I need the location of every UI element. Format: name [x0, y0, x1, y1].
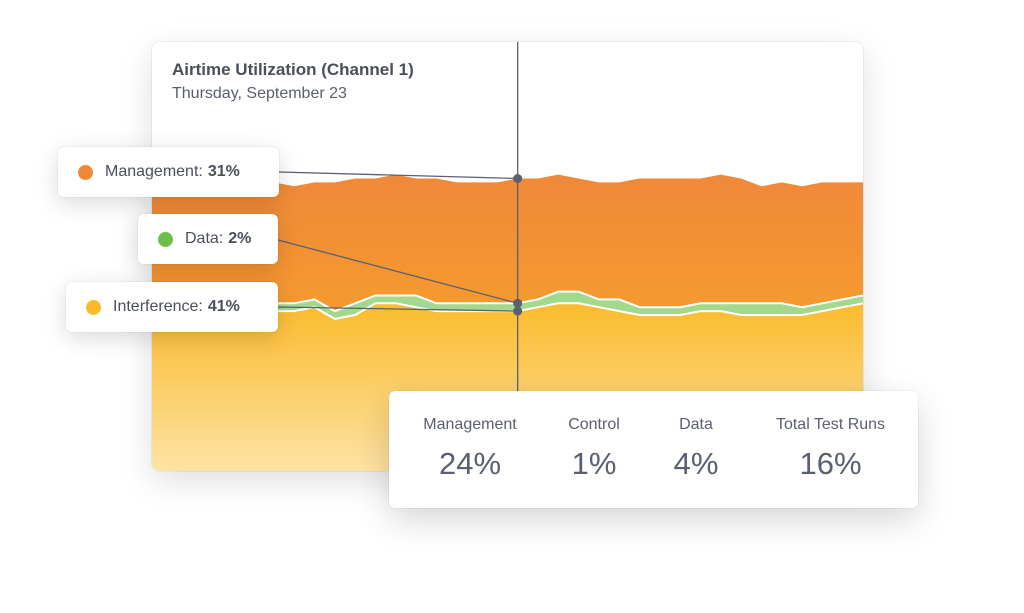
- data-dot-icon: [158, 231, 173, 247]
- summary-total-test-runs-label: Total Test Runs: [775, 416, 886, 433]
- summary-data-label: Data: [679, 416, 713, 433]
- tooltip-interference-value: 41%: [207, 298, 240, 315]
- summary-management-label: Management: [423, 416, 517, 433]
- tooltip-data-value: 2%: [228, 230, 252, 247]
- tooltip-management-label: Management:: [105, 163, 203, 180]
- summary-total-test-runs-value: 16%: [799, 446, 862, 481]
- management-dot-icon: [78, 164, 93, 180]
- tooltip-management-value: 31%: [207, 163, 240, 180]
- tooltip-interference-label: Interference:: [113, 298, 203, 315]
- chart-title: Airtime Utilization (Channel 1): [172, 60, 414, 79]
- interference-point: [513, 306, 523, 316]
- tooltip-data: Data: 2%: [138, 214, 278, 264]
- interference-dot-icon: [86, 299, 101, 315]
- summary-control-value: 1%: [571, 446, 617, 481]
- summary-control-label: Control: [568, 416, 620, 433]
- management-point: [513, 174, 523, 183]
- summary-panel: Management 24% Control 1% Data 4% Total …: [389, 391, 918, 508]
- data-point: [513, 298, 523, 308]
- data-area: [152, 291, 863, 319]
- summary-management-value: 24%: [438, 446, 502, 481]
- tooltip-interference: Interference: 41%: [66, 282, 278, 332]
- tooltip-data-label: Data:: [185, 230, 224, 247]
- summary-data-value: 4%: [673, 446, 719, 481]
- chart-subtitle: Thursday, September 23: [172, 85, 347, 102]
- tooltip-management: Management: 31%: [58, 147, 279, 197]
